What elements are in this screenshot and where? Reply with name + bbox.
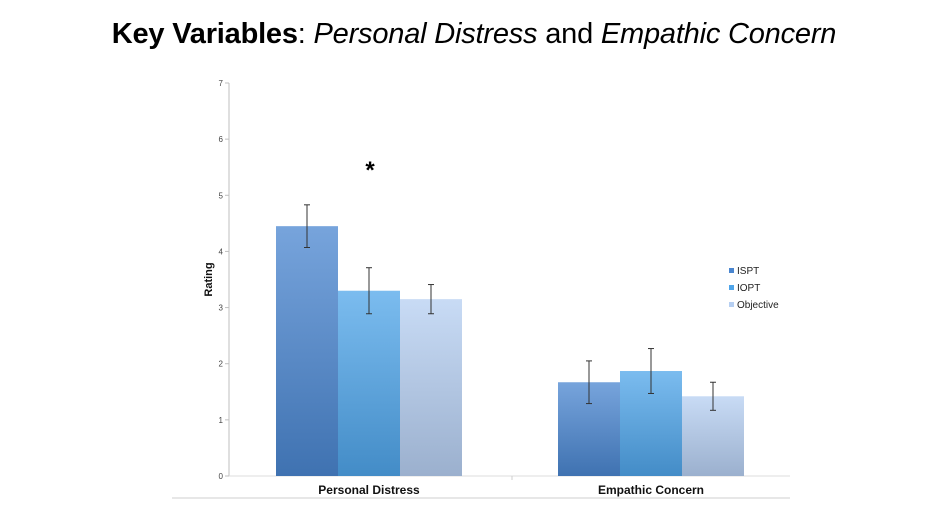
legend-swatch — [729, 285, 734, 290]
y-tick-label: 4 — [219, 247, 224, 256]
title-and: and — [537, 18, 601, 50]
bar — [276, 226, 338, 476]
legend-label: ISPT — [737, 266, 759, 277]
legend-label: IOPT — [737, 283, 760, 294]
y-tick-label: 0 — [219, 472, 224, 481]
legend-swatch — [729, 268, 734, 273]
y-tick-label: 2 — [219, 360, 224, 369]
title-bold-part: Key Variables — [111, 18, 298, 50]
y-tick-label: 6 — [219, 135, 224, 144]
title-colon: : — [297, 18, 314, 50]
x-category-label: Empathic Concern — [598, 483, 704, 497]
y-tick-label: 7 — [219, 79, 224, 88]
significance-asterisk: * — [365, 157, 375, 184]
title-personal-distress: Personal Distress — [313, 18, 538, 50]
y-axis-label: Rating — [203, 262, 215, 296]
y-tick-label: 1 — [219, 416, 224, 425]
legend-label: Objective — [737, 300, 779, 311]
bar — [338, 290, 400, 476]
legend-swatch — [729, 302, 734, 307]
title-empathic-concern: Empathic Concern — [600, 18, 837, 50]
x-category-label: Personal Distress — [318, 483, 420, 497]
y-tick-label: 5 — [219, 191, 224, 200]
bar — [400, 299, 462, 476]
y-tick-label: 3 — [219, 304, 224, 313]
slide-title: Key Variables: Personal Distress and Emp… — [0, 18, 948, 51]
